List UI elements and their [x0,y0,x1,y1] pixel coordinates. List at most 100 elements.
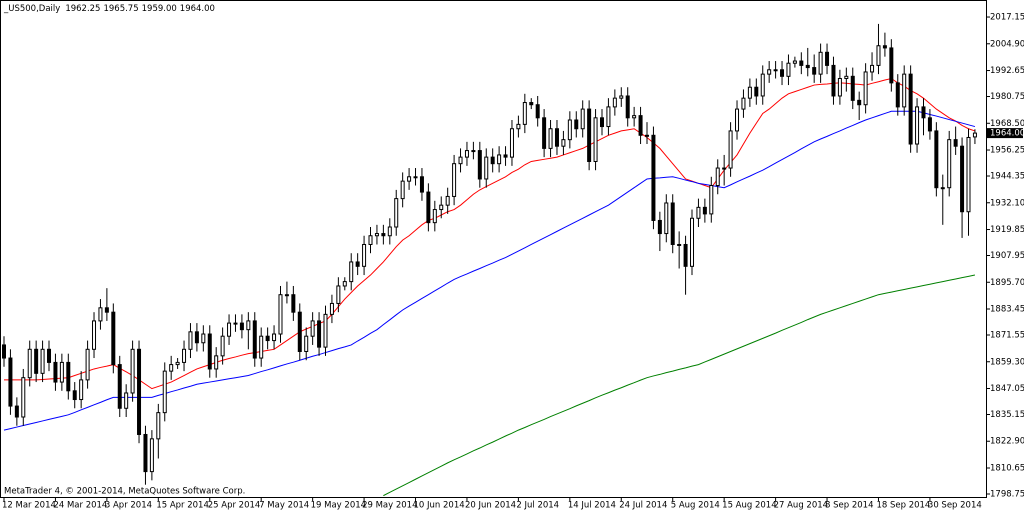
candle-body [657,219,662,235]
x-tick-label: 7 May 2014 [259,501,309,511]
candle-body [162,370,167,414]
candle-body [407,176,412,182]
candle-body [34,348,39,374]
candle-body [670,202,675,245]
candle-body [284,294,289,297]
candle-body [98,307,103,322]
candle-body [439,204,444,211]
candle-body [374,233,379,237]
y-tick-label: 1968.50 [990,119,1024,129]
candle-body [104,307,109,313]
candle-body [137,348,142,435]
candle-body [149,438,154,473]
candle-body [53,361,58,383]
candle-body [336,285,341,304]
candle-body [72,390,77,401]
candle-body [252,320,257,359]
candle-body [915,106,920,145]
header-close: 1964.00 [180,4,215,14]
candle-body [741,97,746,110]
candle-body [47,348,52,363]
candle-body [554,128,559,147]
y-tick-label: 1956.25 [990,146,1024,156]
moving-average-line [383,274,976,497]
candle-body [362,243,367,267]
candle-body [651,134,656,221]
candle-body [8,357,13,407]
last-price-label: 1964.00 [990,129,1024,139]
y-tick-label: 1895.70 [990,278,1024,288]
candle-body [548,128,553,149]
y-tick-label: 1883.45 [990,305,1024,315]
candle-body [638,115,643,136]
x-tick-label: 30 Sep 2014 [928,501,982,511]
copyright: MetaTrader 4, © 2001-2014, MetaQuotes So… [4,487,245,497]
candle-body [246,320,251,331]
x-tick-label: 25 Apr 2014 [208,501,261,511]
candle-body [632,115,637,119]
candle-body [599,117,604,128]
x-tick-label: 18 Sep 2014 [876,501,930,511]
candle-body [40,348,45,374]
candle-body [464,150,469,158]
candle-body [175,361,180,366]
candle-body [85,348,90,381]
candle-body [329,302,334,315]
candle-body [310,320,315,337]
candle-body [882,45,887,49]
candle-body [542,117,547,149]
x-tick-label: 14 Jul 2014 [568,501,616,511]
candle-body [747,86,752,99]
candle-body [593,117,598,162]
x-tick-label: 3 Apr 2014 [105,501,152,511]
x-tick-label: 5 Aug 2014 [671,501,720,511]
candle-body [522,102,527,125]
candle-body [831,64,836,97]
x-tick-label: 20 Jun 2014 [465,501,516,511]
candle-body [625,95,630,119]
x-tick-label: 24 Jul 2014 [619,501,667,511]
x-tick-label: 19 May 2014 [311,501,366,511]
candle-body [844,75,849,80]
candle-body [214,355,219,370]
candle-body [21,377,26,418]
candle-body [477,150,482,180]
candle-body [130,348,135,394]
candle-body [953,139,958,147]
candle-body [587,108,592,162]
candle-body [445,195,450,206]
header-low: 1959.00 [142,4,177,14]
y-tick-label: 1932.10 [990,198,1024,208]
candle-body [394,198,399,228]
candle-body [297,311,302,352]
candle-body [677,243,682,246]
candle-body [702,206,707,215]
candle-body [722,167,727,170]
candle-body [612,97,617,108]
candle-body [535,104,540,119]
candle-body [400,180,405,200]
candle-body [458,156,463,165]
candle-body [645,134,649,137]
candle-body [59,361,64,383]
candle-body [503,154,508,158]
candle-body [259,335,264,359]
candle-body [484,156,489,180]
candle-body [921,106,926,119]
candle-body [709,185,714,215]
candle-body [490,156,495,165]
candle-body [960,145,965,213]
x-tick-label: 12 Mar 2014 [2,501,56,511]
candle-body [27,348,32,379]
candle-body [889,47,894,84]
candle-body [239,322,244,331]
candle-body [947,139,952,189]
candle-body [368,235,373,245]
candle-body [529,102,534,106]
candle-body [870,64,875,73]
candle-body [432,209,437,224]
candle-body [227,322,232,337]
candle-body [516,123,521,130]
